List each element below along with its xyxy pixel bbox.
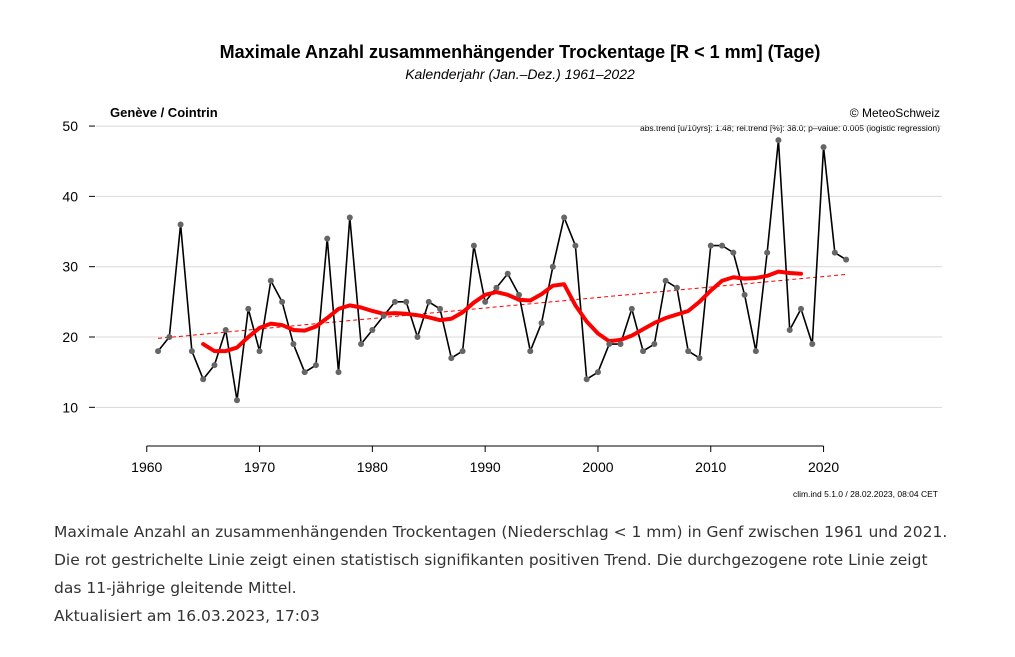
data-point (222, 326, 229, 333)
data-point (640, 348, 647, 355)
data-point (177, 221, 184, 228)
footer-version: clim.ind 5.1.0 / 28.02.2023, 08:04 CET (793, 489, 938, 499)
data-point (685, 348, 692, 355)
station-label: Genève / Cointrin (110, 105, 218, 120)
data-point (324, 235, 331, 242)
chart-svg: Maximale Anzahl zusammenhängender Trocke… (62, 42, 942, 499)
y-tick-label: 30 (62, 259, 78, 275)
data-point (820, 144, 827, 151)
x-tick-label: 1990 (470, 459, 501, 475)
data-point (549, 263, 556, 270)
data-point (786, 326, 793, 333)
caption-updated: Aktualisiert am 16.03.2023, 17:03 (54, 607, 320, 625)
caption-text: Maximale Anzahl an zusammenhängenden Tro… (54, 523, 948, 597)
data-point (358, 341, 365, 348)
data-point (211, 362, 218, 369)
data-point (403, 298, 410, 305)
data-point (617, 341, 624, 348)
x-tick-label: 1980 (357, 459, 388, 475)
data-point (470, 242, 477, 249)
data-point (234, 397, 240, 404)
chart-figure: Maximale Anzahl zusammenhängender Trocke… (62, 42, 942, 499)
data-point (301, 369, 308, 376)
data-point (459, 348, 466, 355)
data-point (843, 256, 850, 263)
data-point (583, 376, 590, 383)
data-point (662, 277, 669, 284)
data-point (346, 214, 353, 221)
figure-caption: Maximale Anzahl an zusammenhängenden Tro… (54, 518, 954, 630)
data-point (696, 355, 703, 362)
data-point (312, 362, 319, 369)
data-point (673, 284, 680, 291)
chart-title: Maximale Anzahl zusammenhängender Trocke… (220, 42, 821, 62)
data-point (516, 291, 522, 298)
data-point (493, 284, 500, 291)
data-point (651, 341, 658, 348)
data-point (437, 305, 444, 312)
data-point (188, 348, 195, 355)
data-point (752, 348, 759, 355)
series (155, 137, 850, 404)
data-point (391, 298, 398, 305)
data-point (425, 298, 432, 305)
data-point (730, 249, 737, 256)
grid (96, 125, 942, 408)
data-point (775, 137, 782, 144)
copyright-label: © MeteoSchweiz (850, 106, 940, 120)
data-point (335, 369, 342, 376)
data-point (267, 277, 274, 284)
data-point (504, 270, 511, 277)
data-point (290, 341, 297, 348)
observations-line (157, 139, 847, 402)
data-point (831, 249, 838, 256)
data-point (527, 348, 534, 355)
data-point (380, 312, 387, 319)
data-point (538, 319, 545, 326)
chart-subtitle: Kalenderjahr (Jan.–Dez.) 1961–2022 (405, 66, 635, 82)
data-point (256, 348, 263, 355)
x-tick-label: 2010 (695, 459, 726, 475)
data-point (561, 214, 568, 221)
trend-stats: abs.trend [u/10yrs]: 1.48; rel.trend [%]… (640, 123, 940, 133)
data-point (572, 242, 579, 249)
data-point (809, 341, 816, 348)
data-point (279, 298, 286, 305)
axes: 10 20 30 40 50 1960 1970 1980 1990 2000 2010 2020 (62, 118, 839, 475)
y-tick-label: 50 (62, 118, 78, 134)
data-point (200, 376, 207, 383)
y-tick-label: 10 (62, 399, 78, 415)
trend-line (157, 273, 847, 339)
x-tick-label: 2020 (808, 459, 839, 475)
data-point (245, 305, 252, 312)
data-point (719, 242, 726, 249)
data-point (606, 341, 613, 348)
data-point (414, 334, 421, 341)
data-point (369, 326, 376, 333)
data-point (764, 249, 771, 256)
x-tick-label: 2000 (582, 459, 613, 475)
y-tick-label: 20 (62, 329, 78, 345)
data-point (166, 334, 173, 341)
data-point (155, 348, 162, 355)
x-tick-label: 1960 (131, 459, 162, 475)
data-point (798, 305, 804, 312)
data-point (741, 291, 748, 298)
moving-average-line (201, 269, 803, 354)
data-point (594, 369, 601, 376)
data-point (482, 298, 489, 305)
x-tick-label: 1970 (244, 459, 275, 475)
data-point (448, 355, 455, 362)
data-point (628, 305, 635, 312)
y-tick-label: 40 (62, 188, 78, 204)
data-point (707, 242, 714, 249)
